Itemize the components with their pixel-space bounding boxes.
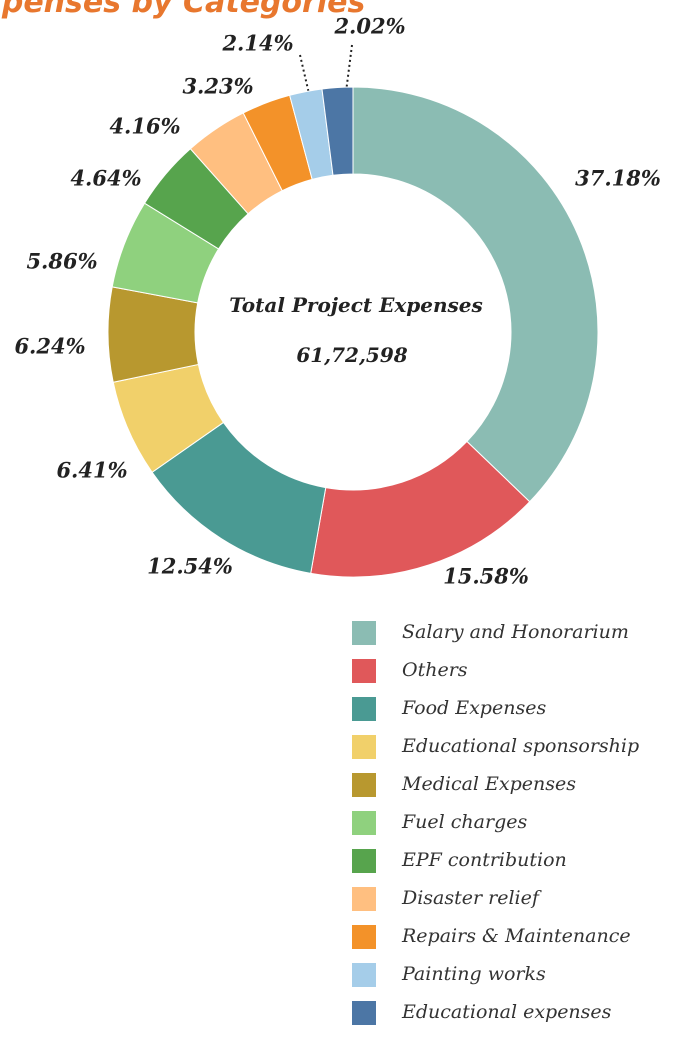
data-label: 6.41%	[56, 458, 127, 483]
data-label: 2.14%	[221, 31, 293, 56]
legend-swatch	[352, 773, 376, 797]
data-label: 37.18%	[575, 166, 661, 191]
donut-slice	[352, 86, 599, 503]
data-label: 15.58%	[443, 564, 529, 589]
legend-label: Repairs & Maintenance	[401, 925, 631, 947]
legend-swatch	[352, 925, 376, 949]
legend-swatch	[352, 963, 376, 987]
legend-label: Disaster relief	[401, 887, 542, 909]
legend-label: Salary and Honorarium	[402, 621, 629, 643]
data-label: 4.16%	[109, 114, 180, 139]
data-label: 12.54%	[147, 554, 233, 579]
data-label: 6.24%	[14, 334, 85, 359]
legend-swatch	[352, 849, 376, 873]
legend-label: Food Expenses	[401, 697, 546, 719]
legend-swatch	[352, 697, 376, 721]
data-label: 4.64%	[70, 166, 141, 191]
legend-swatch	[352, 887, 376, 911]
legend-label: Medical Expenses	[401, 773, 576, 795]
data-label: 5.86%	[26, 249, 97, 274]
legend-label: Educational sponsorship	[401, 735, 639, 757]
center-label: Total Project Expenses	[229, 293, 483, 317]
legend-swatch	[352, 659, 376, 683]
data-label: 2.02%	[333, 14, 405, 39]
legend-label: EPF contribution	[401, 849, 567, 871]
donut-slice	[321, 86, 354, 176]
legend-swatch	[352, 1001, 376, 1025]
legend-swatch	[352, 621, 376, 645]
legend-label: Fuel charges	[401, 811, 527, 833]
legend-label: Educational expenses	[401, 1001, 612, 1023]
legend-swatch	[352, 811, 376, 835]
legend-label: Others	[402, 659, 468, 681]
chart-title: Expenses by Categories	[0, 0, 365, 20]
legend-label: Painting works	[401, 963, 546, 985]
legend-swatch	[352, 735, 376, 759]
data-label: 3.23%	[182, 74, 253, 99]
center-value: 61,72,598	[296, 343, 407, 367]
